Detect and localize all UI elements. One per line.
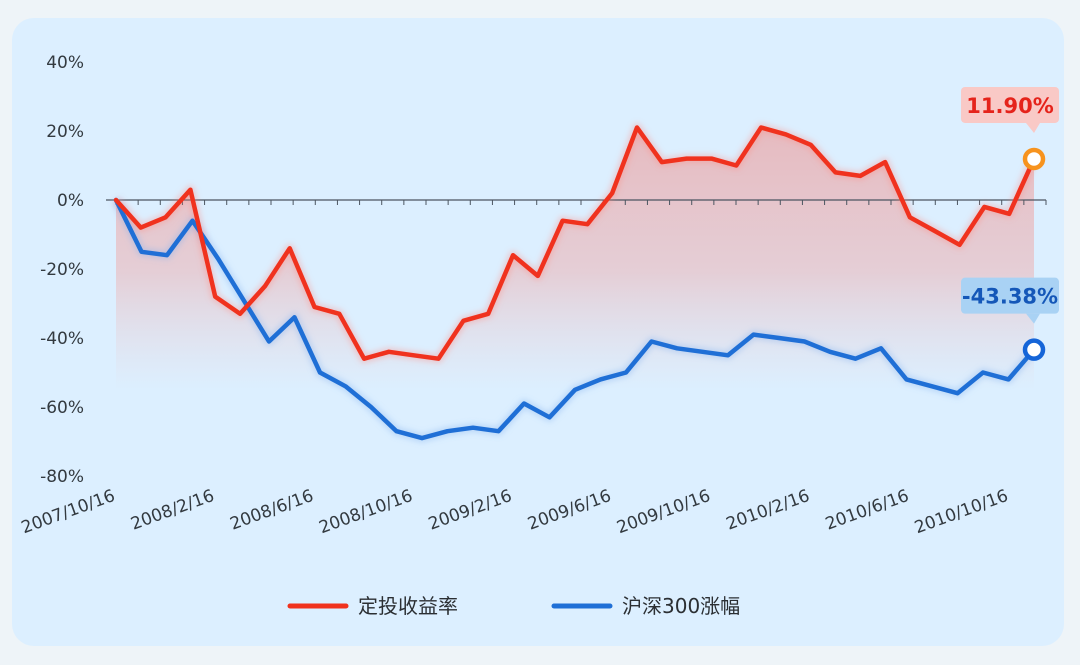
legend-label-hs300: 沪深300涨幅	[622, 594, 740, 618]
legend-label-dingtou: 定投收益率	[358, 594, 458, 618]
red-end-label-text: 11.90%	[966, 94, 1053, 118]
y-tick-label: 0%	[57, 191, 84, 211]
y-tick-label: -60%	[40, 398, 84, 418]
red-end-label: 11.90%	[961, 86, 1059, 133]
red-series-area	[116, 127, 1034, 390]
y-tick-label: -80%	[40, 467, 84, 487]
x-tick-label: 2008/10/16	[317, 486, 416, 538]
x-tick-label: 2008/2/16	[128, 486, 217, 535]
y-tick-label: 20%	[46, 122, 84, 142]
y-tick-label: -40%	[40, 329, 84, 349]
blue-end-label: -43.38%	[961, 277, 1059, 324]
blue-end-label-pointer	[1026, 313, 1040, 324]
y-tick-label: 40%	[46, 53, 84, 73]
red-end-label-box	[961, 86, 1059, 123]
y-tick-label: -20%	[40, 260, 84, 280]
x-tick-label: 2007/10/16	[19, 486, 118, 538]
series-line-dingtou	[113, 125, 1037, 361]
x-tick-label: 2009/2/16	[426, 486, 515, 535]
series-line-hs300	[113, 197, 1037, 441]
x-tick-label: 2010/2/16	[724, 486, 813, 535]
blue-end-marker	[1022, 338, 1046, 361]
x-tick-label: 2009/10/16	[614, 486, 713, 538]
chart-card: 40% 20% 0% -20% -40% -60% -80% 2007/10/16 2008/2…	[12, 18, 1064, 646]
x-tick-label: 2008/6/16	[227, 486, 316, 535]
blue-end-label-box	[961, 277, 1059, 314]
blue-end-label-text: -43.38%	[962, 285, 1058, 309]
x-tick-label: 2010/6/16	[823, 486, 912, 535]
x-tick-label: 2009/6/16	[525, 486, 614, 535]
x-tick-label: 2010/10/16	[912, 486, 1011, 538]
red-end-marker	[1022, 147, 1046, 171]
line-chart: 40% 20% 0% -20% -40% -60% -80%2007/10/16 2008/2…	[19, 53, 1059, 618]
red-end-label-pointer	[1026, 122, 1040, 133]
